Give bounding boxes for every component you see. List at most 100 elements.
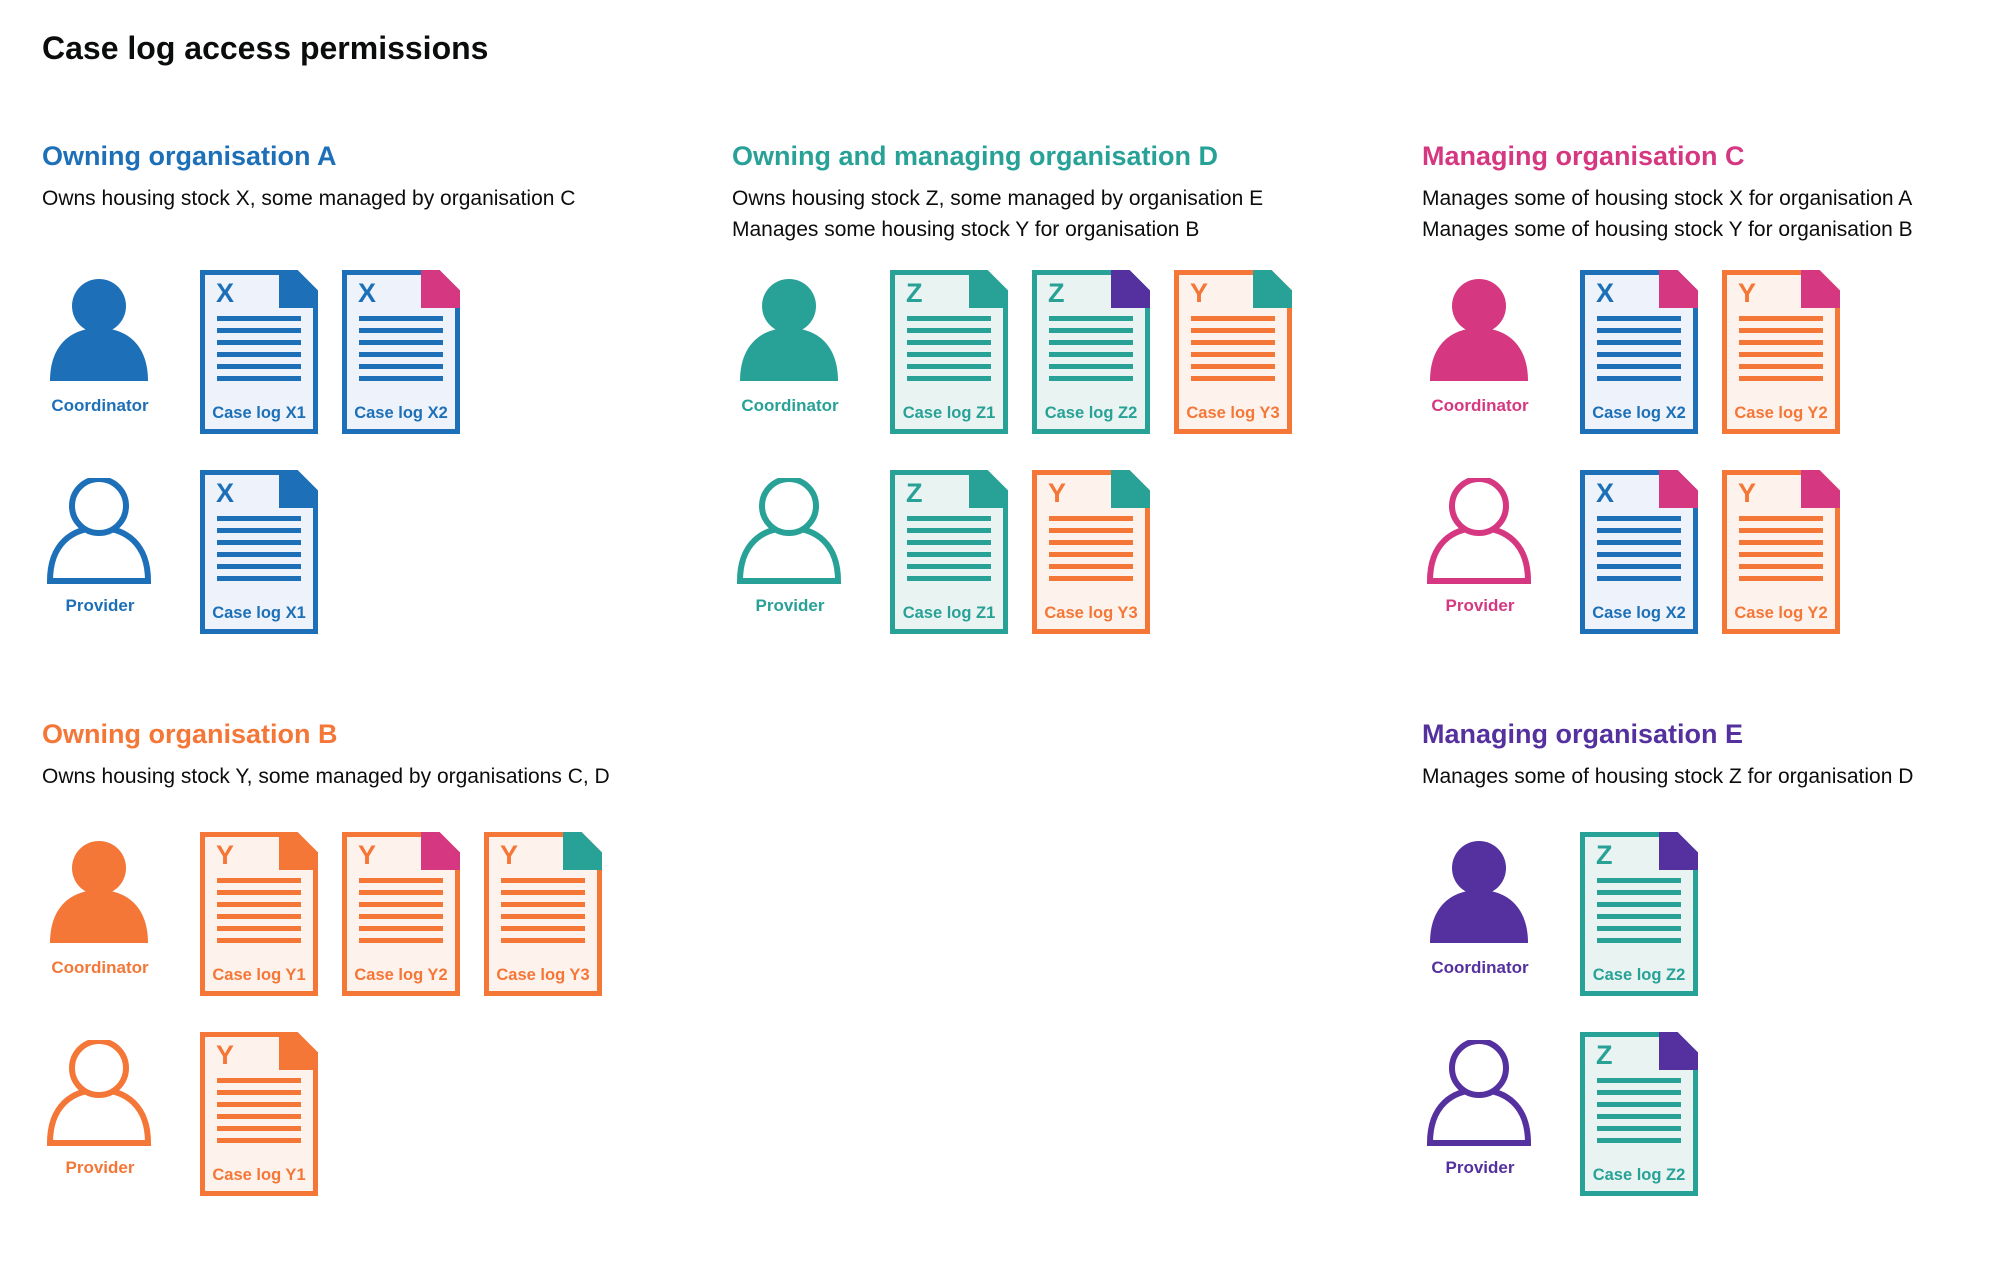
- doc-text-line: [1597, 1114, 1681, 1119]
- doc-letter: Y: [358, 840, 377, 870]
- case-log-list: X Case log X2 Y Case log Y2: [1580, 470, 1840, 634]
- doc-text-line: [217, 540, 301, 545]
- case-log-card: Y Case log Y3: [1032, 470, 1150, 634]
- document-fold: [563, 832, 602, 870]
- doc-text-lines: [501, 878, 585, 950]
- doc-label: Case log Y2: [354, 966, 448, 984]
- person-provider: Provider: [42, 470, 200, 616]
- doc-text-line: [217, 1138, 301, 1143]
- doc-text-line: [907, 576, 991, 581]
- doc-text-line: [1049, 328, 1133, 333]
- doc-label: Case log X2: [354, 404, 448, 422]
- doc-text-line: [217, 364, 301, 369]
- section-description: Owns housing stock Z, some managed by or…: [732, 183, 1392, 245]
- doc-text-line: [1739, 340, 1823, 345]
- doc-text-lines: [907, 516, 991, 588]
- section-org-b: Owning organisation B Owns housing stock …: [42, 718, 702, 1278]
- doc-text-line: [1739, 576, 1823, 581]
- case-log-card: Z Case log Z2: [1032, 270, 1150, 434]
- doc-text-line: [501, 902, 585, 907]
- document-fold: [279, 470, 318, 508]
- section-description-line: Owns housing stock Y, some managed by or…: [42, 765, 610, 788]
- doc-text-line: [907, 352, 991, 357]
- permission-row-coordinator: Coordinator Y Case log Y1 Y Case log Y2 Y Case…: [42, 832, 602, 996]
- doc-text-line: [217, 340, 301, 345]
- doc-text-line: [1597, 352, 1681, 357]
- case-log-card: Z Case log Z2: [1580, 1032, 1698, 1196]
- doc-text-line: [907, 516, 991, 521]
- doc-text-lines: [1191, 316, 1275, 388]
- doc-text-line: [1049, 364, 1133, 369]
- doc-text-lines: [1739, 316, 1823, 388]
- case-log-list: Y Case log Y1 Y Case log Y2 Y Case log Y3: [200, 832, 602, 996]
- doc-text-line: [1597, 1138, 1681, 1143]
- provider-icon: [1426, 478, 1532, 584]
- doc-text-line: [359, 328, 443, 333]
- section-description: Manages some of housing stock Z for orga…: [1422, 761, 2000, 792]
- role-label: Provider: [1445, 596, 1515, 615]
- role-label: Provider: [755, 596, 825, 615]
- doc-text-line: [1597, 902, 1681, 907]
- doc-text-line: [217, 1090, 301, 1095]
- doc-letter: Z: [1048, 278, 1065, 308]
- section-description-line: Manages some of housing stock Y for orga…: [1422, 218, 1913, 241]
- person-coordinator: Coordinator: [42, 270, 200, 416]
- doc-label: Case log Y1: [212, 966, 306, 984]
- doc-label: Case log Y2: [1734, 404, 1828, 422]
- doc-text-line: [501, 938, 585, 943]
- section-org-e: Managing organisation E Manages some of h…: [1422, 718, 2000, 1278]
- doc-text-line: [907, 564, 991, 569]
- case-log-list: X Case log X1 X Case log X2: [200, 270, 460, 434]
- case-log-list: X Case log X2 Y Case log Y2: [1580, 270, 1840, 434]
- section-org-c: Managing organisation C Manages some of h…: [1422, 140, 2000, 700]
- doc-text-line: [1597, 340, 1681, 345]
- doc-letter: Y: [500, 840, 519, 870]
- doc-letter: X: [216, 478, 235, 508]
- doc-text-line: [907, 528, 991, 533]
- coordinator-icon: [50, 279, 148, 381]
- doc-text-line: [1191, 352, 1275, 357]
- doc-letter: Z: [1596, 840, 1613, 870]
- doc-text-line: [1597, 890, 1681, 895]
- doc-text-line: [217, 1126, 301, 1131]
- doc-text-line: [217, 352, 301, 357]
- coordinator-icon: [1430, 279, 1528, 381]
- section-description-line: Manages some of housing stock X for orga…: [1422, 187, 1913, 210]
- section-description: Owns housing stock X, some managed by or…: [42, 183, 702, 214]
- doc-text-line: [359, 340, 443, 345]
- doc-text-line: [1739, 540, 1823, 545]
- case-log-card: Y Case log Y1: [200, 832, 318, 996]
- doc-text-line: [1191, 376, 1275, 381]
- doc-text-line: [1739, 528, 1823, 533]
- doc-text-lines: [1739, 516, 1823, 588]
- permission-row-provider: Provider X Case log X2 Y Case log Y2: [1422, 470, 1840, 634]
- document-fold: [1659, 832, 1698, 870]
- doc-letter: Y: [1048, 478, 1067, 508]
- doc-label: Case log X1: [212, 604, 306, 622]
- doc-text-lines: [217, 516, 301, 588]
- doc-text-line: [1597, 376, 1681, 381]
- doc-label: Case log Z1: [902, 604, 996, 622]
- doc-text-line: [907, 540, 991, 545]
- doc-text-lines: [1049, 316, 1133, 388]
- doc-text-line: [217, 316, 301, 321]
- doc-text-line: [907, 316, 991, 321]
- doc-letter: X: [358, 278, 377, 308]
- case-log-card: Y Case log Y2: [1722, 270, 1840, 434]
- doc-text-line: [359, 902, 443, 907]
- doc-text-lines: [1597, 516, 1681, 588]
- coordinator-icon: [1430, 841, 1528, 943]
- doc-text-line: [217, 1114, 301, 1119]
- doc-text-line: [1597, 316, 1681, 321]
- doc-label: Case log Y3: [1186, 404, 1280, 422]
- doc-text-lines: [1597, 878, 1681, 950]
- document-fold: [1659, 1032, 1698, 1070]
- doc-text-line: [1049, 316, 1133, 321]
- role-label: Provider: [65, 1158, 135, 1177]
- person-provider: Provider: [42, 1032, 200, 1178]
- section-description-line: Manages some housing stock Y for organis…: [732, 218, 1200, 241]
- doc-text-lines: [217, 878, 301, 950]
- doc-text-lines: [359, 316, 443, 388]
- case-log-card: Y Case log Y2: [1722, 470, 1840, 634]
- doc-text-line: [217, 890, 301, 895]
